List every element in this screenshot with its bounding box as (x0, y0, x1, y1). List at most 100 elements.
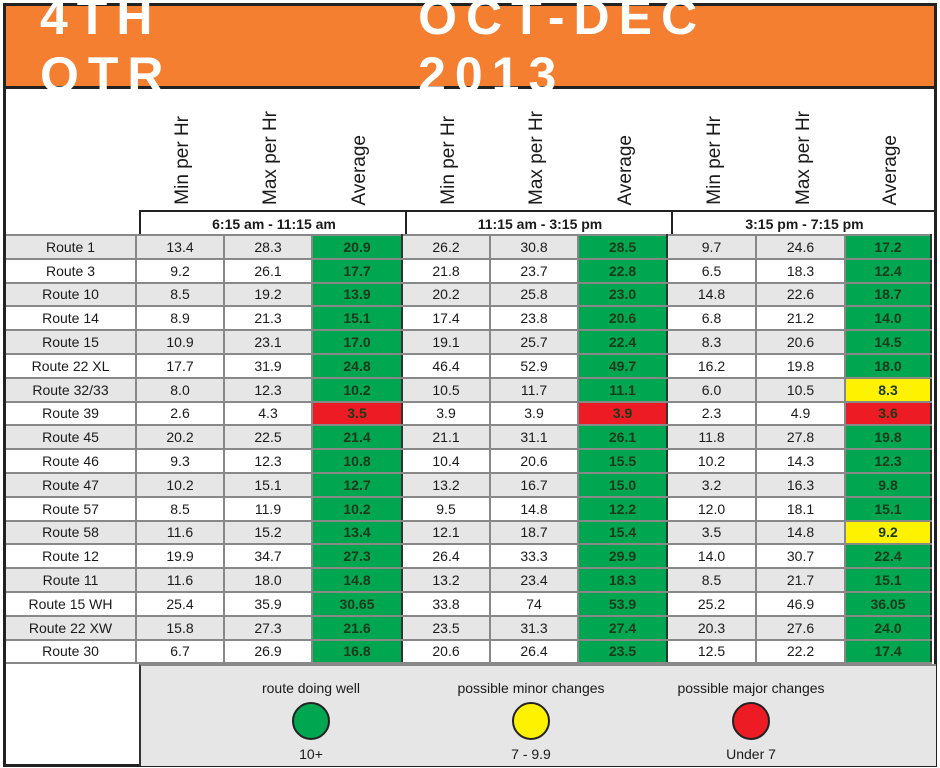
route-name: Route 57 (6, 495, 137, 522)
legend-label: possible major changes (677, 680, 825, 696)
average-cell: 18.3 (577, 567, 668, 593)
table-row: Route 58 11.6 15.2 13.4 12.1 18.7 15.4 3.5 14.8 9… (6, 519, 932, 546)
table-row: Route 1 13.4 28.3 20.9 26.2 30.8 28.5 9.7 24.6 17… (6, 234, 932, 260)
average-cell: 30.65 (311, 590, 403, 617)
max-cell: 26.1 (223, 257, 313, 284)
max-cell: 22.6 (755, 281, 846, 308)
min-cell: 11.6 (135, 567, 225, 593)
min-cell: 8.0 (135, 376, 225, 403)
max-cell: 27.3 (223, 614, 313, 641)
average-cell: 23.5 (577, 638, 668, 665)
average-cell: 20.6 (577, 305, 668, 332)
max-cell: 23.4 (489, 567, 579, 593)
max-cell: 23.7 (489, 257, 579, 284)
max-cell: 46.9 (755, 590, 846, 617)
max-cell: 15.1 (223, 471, 313, 498)
max-cell: 24.6 (755, 234, 846, 260)
table-row: Route 11 11.6 18.0 14.8 13.2 23.4 18.3 8.5 21.7 1… (6, 567, 932, 593)
min-cell: 8.5 (135, 281, 225, 308)
average-cell: 17.7 (311, 257, 403, 284)
table-row: Route 45 20.2 22.5 21.4 21.1 31.1 26.1 11.8 27.8… (6, 424, 932, 451)
max-cell: 14.8 (489, 495, 579, 522)
average-cell: 53.9 (577, 590, 668, 617)
min-cell: 9.3 (135, 448, 225, 474)
report-title: 4TH QTR OCT-DEC 2013 (6, 0, 934, 103)
column-headers: Min per Hr Max per Hr Average Min per Hr Max… (6, 89, 934, 213)
min-cell: 12.0 (666, 495, 757, 522)
max-cell: 22.2 (755, 638, 846, 665)
route-name: Route 15 (6, 329, 137, 355)
min-cell: 10.2 (666, 448, 757, 474)
min-cell: 8.3 (666, 329, 757, 355)
average-cell: 15.5 (577, 448, 668, 474)
average-cell: 17.2 (844, 234, 932, 260)
average-cell: 18.7 (844, 281, 932, 308)
max-cell: 33.3 (489, 543, 579, 570)
max-cell: 30.7 (755, 543, 846, 570)
average-cell: 16.8 (311, 638, 403, 665)
min-cell: 23.5 (401, 614, 491, 641)
max-cell: 20.6 (489, 448, 579, 474)
max-cell: 23.8 (489, 305, 579, 332)
max-cell: 19.8 (755, 352, 846, 379)
min-cell: 26.4 (401, 543, 491, 570)
max-cell: 27.6 (755, 614, 846, 641)
average-cell: 11.1 (577, 376, 668, 403)
route-name: Route 12 (6, 543, 137, 570)
route-name: Route 15 WH (6, 590, 137, 617)
min-cell: 10.5 (401, 376, 491, 403)
min-cell: 10.9 (135, 329, 225, 355)
column-header-label: Min per Hr (438, 116, 459, 205)
min-cell: 8.5 (135, 495, 225, 522)
column-header: Max per Hr (493, 95, 581, 205)
max-cell: 18.0 (223, 567, 313, 593)
min-cell: 21.1 (401, 424, 491, 451)
min-cell: 16.2 (666, 352, 757, 379)
max-cell: 14.3 (755, 448, 846, 474)
column-header-label: Average (349, 134, 370, 205)
max-cell: 34.7 (223, 543, 313, 570)
max-cell: 18.3 (755, 257, 846, 284)
table-row: Route 10 8.5 19.2 13.9 20.2 25.8 23.0 14.8 22.6 1… (6, 281, 932, 308)
max-cell: 4.3 (223, 400, 313, 427)
min-cell: 3.2 (666, 471, 757, 498)
min-cell: 33.8 (401, 590, 491, 617)
legend-range: Under 7 (726, 746, 776, 762)
max-cell: 23.1 (223, 329, 313, 355)
column-header-label: Max per Hr (792, 111, 814, 205)
min-cell: 6.0 (666, 376, 757, 403)
min-cell: 26.2 (401, 234, 491, 260)
legend-range: 7 - 9.9 (511, 746, 551, 762)
max-cell: 11.9 (223, 495, 313, 522)
average-cell: 10.2 (311, 495, 403, 522)
min-cell: 15.8 (135, 614, 225, 641)
min-cell: 6.8 (666, 305, 757, 332)
title-quarter: 4TH QTR (40, 0, 173, 103)
min-cell: 19.9 (135, 543, 225, 570)
column-header-label: Average (614, 134, 636, 205)
average-cell: 10.2 (311, 376, 403, 403)
min-cell: 13.2 (401, 567, 491, 593)
average-cell: 28.5 (577, 234, 668, 260)
min-cell: 25.2 (666, 590, 757, 617)
max-cell: 11.7 (489, 376, 579, 403)
max-cell: 3.9 (489, 400, 579, 427)
min-cell: 14.8 (666, 281, 757, 308)
max-cell: 28.3 (223, 234, 313, 260)
min-cell: 13.4 (135, 234, 225, 260)
min-cell: 13.2 (401, 471, 491, 498)
route-name: Route 39 (6, 400, 137, 427)
min-cell: 9.5 (401, 495, 491, 522)
average-cell: 22.4 (577, 329, 668, 355)
average-cell: 9.8 (844, 471, 932, 498)
column-header-label: Max per Hr (526, 111, 547, 205)
min-cell: 11.6 (135, 519, 225, 546)
average-cell: 15.1 (844, 495, 932, 522)
transit-report: 4TH QTR OCT-DEC 2013 Min per Hr Max per H… (3, 0, 937, 767)
legend-label: possible minor changes (457, 680, 605, 696)
average-cell: 12.2 (577, 495, 668, 522)
status-dot-icon (292, 702, 330, 740)
max-cell: 10.5 (755, 376, 846, 403)
max-cell: 18.7 (489, 519, 579, 546)
max-cell: 22.5 (223, 424, 313, 451)
